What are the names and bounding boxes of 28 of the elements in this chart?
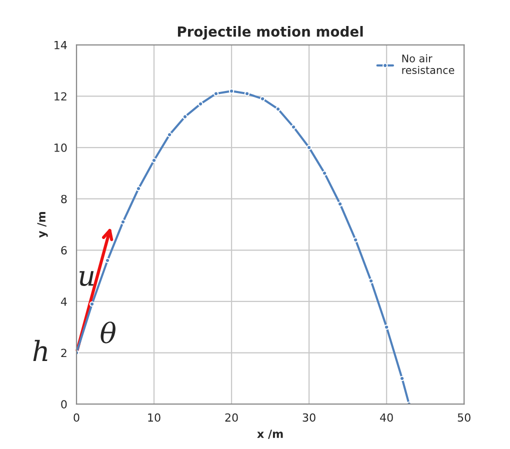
chart-title: Projectile motion model [178,26,363,40]
y-tick-label: 10 [54,144,67,152]
point [306,144,312,150]
x-tick-label: 30 [302,413,316,422]
point [290,124,296,130]
y-tick-label: 14 [54,41,67,50]
x-tick-label: 20 [225,413,238,422]
point [182,114,188,120]
y-tick-label: 4 [60,298,67,306]
point [228,88,234,94]
annotation: θ [100,322,116,344]
x-tick-label: 0 [74,413,80,422]
x-tick-label: 50 [458,413,470,422]
annotation: u [80,271,94,286]
y-axis-title: y /m [37,212,48,238]
y-tick-label: 12 [54,92,66,100]
x-tick-label: 40 [380,413,393,422]
y-tick-label: 6 [61,246,67,255]
point [260,96,266,102]
y-tick-label: 0 [61,400,67,408]
legend-label: No air resistance [402,54,454,74]
y-tick-label: 2 [61,348,66,358]
text: h [33,340,48,361]
x-axis-title: x /m [257,430,283,439]
point [198,101,204,107]
line-series [76,88,412,404]
x-tick-label: 10 [148,413,160,422]
y-tick-label: 8 [61,194,67,204]
